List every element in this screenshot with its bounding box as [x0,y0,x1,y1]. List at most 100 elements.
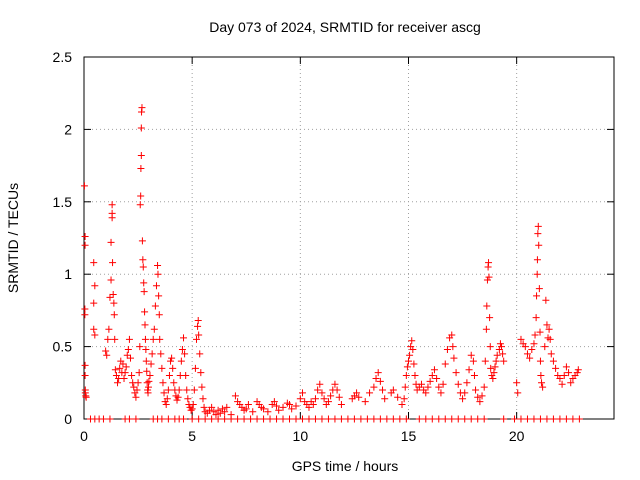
data-point [182,372,190,380]
plot-frame [83,56,615,420]
data-point [208,403,216,411]
data-point [376,377,384,385]
data-point [124,345,132,353]
data-point [188,405,196,413]
data-point [110,311,118,319]
data-point [127,354,135,362]
data-point [109,259,117,267]
data-point [178,345,186,353]
data-point [132,415,140,423]
data-point [216,409,224,417]
data-point [556,374,564,382]
data-point [489,374,497,382]
data-point [91,331,99,339]
data-point [167,357,175,365]
data-point [82,393,90,401]
data-point [532,314,540,322]
data-point [270,398,278,406]
data-point [534,222,542,230]
data-point [481,357,489,365]
data-point [499,350,507,358]
data-point [135,369,143,377]
data-point [486,314,494,322]
data-point [410,360,418,368]
data-point [470,372,478,380]
data-point [279,403,287,411]
data-point [402,372,410,380]
data-point [333,386,341,394]
data-point [309,401,317,409]
data-point [164,415,172,423]
data-point [491,363,499,371]
data-point [163,395,171,403]
data-point [195,331,203,339]
data-point [108,209,116,217]
data-point [260,405,268,413]
data-point [109,290,117,298]
data-point [164,386,172,394]
data-point [353,389,361,397]
data-point [498,343,506,351]
data-point [486,343,494,351]
data-point [404,357,412,365]
data-point [562,415,570,423]
data-point [181,350,189,358]
data-point [155,292,163,300]
data-point [514,389,522,397]
data-point [146,372,154,380]
data-point [487,364,495,372]
data-point [546,335,554,343]
data-point [139,256,147,264]
data-point [408,337,416,345]
data-point [142,345,150,353]
data-point [474,393,482,401]
data-point [396,415,404,423]
data-point [428,372,436,380]
data-point [194,317,202,325]
data-point [439,380,447,388]
data-point [517,335,525,343]
data-point [184,395,192,403]
data-point [136,201,144,209]
data-point [133,386,141,394]
data-point [448,331,456,339]
data-point [441,415,449,423]
data-point [143,379,151,387]
data-point [134,379,142,387]
data-point [249,408,257,416]
data-point [485,259,493,267]
data-point [461,389,469,397]
chart-title: Day 073 of 2024, SRMTID for receiver asc… [209,19,481,35]
data-point [266,415,274,423]
data-point [401,383,409,391]
data-point [523,350,531,358]
data-point [175,386,183,394]
data-point [99,415,107,423]
data-point [81,233,89,241]
data-point [398,401,406,409]
data-point [403,363,411,371]
data-point [155,311,163,319]
data-point [428,415,436,423]
data-point [437,389,445,397]
data-point [318,415,326,423]
data-point [402,415,410,423]
data-point [355,393,363,401]
data-point [157,350,165,358]
x-tick-label: 20 [509,428,525,444]
data-point [136,343,144,351]
data-point [140,279,148,287]
data-point [517,415,525,423]
data-point [195,415,203,423]
y-tick-label: 2 [64,121,72,137]
data-point [575,415,583,423]
data-point [242,405,250,413]
data-point [227,415,235,423]
data-point [490,369,498,377]
data-point [151,302,159,310]
data-point [320,395,328,403]
x-tick-label: 5 [188,428,196,444]
data-point [148,350,156,358]
data-point [538,379,546,387]
